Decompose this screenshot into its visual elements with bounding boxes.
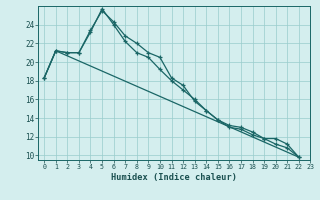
X-axis label: Humidex (Indice chaleur): Humidex (Indice chaleur) xyxy=(111,173,237,182)
